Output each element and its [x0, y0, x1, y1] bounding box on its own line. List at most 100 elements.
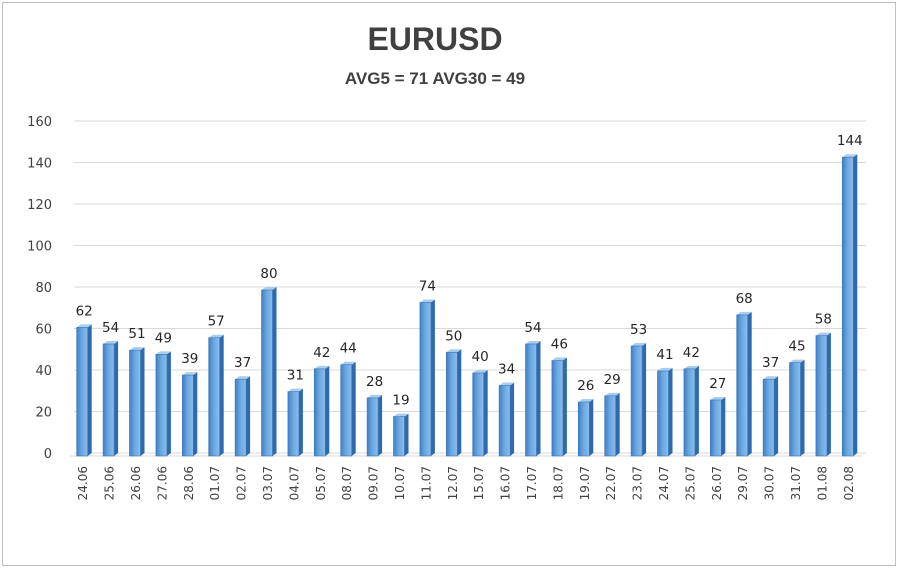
- bar-side: [114, 340, 119, 456]
- bar-front: [604, 395, 617, 457]
- bar-side: [800, 359, 805, 456]
- bar-side: [615, 392, 620, 456]
- y-tick-label: 100: [27, 240, 52, 255]
- data-label: 26: [577, 378, 594, 394]
- data-label: 29: [604, 372, 621, 388]
- bar-front: [155, 354, 168, 457]
- bar: [630, 343, 647, 457]
- x-tick-label: 26.07: [710, 466, 724, 500]
- bar-side: [87, 324, 92, 456]
- bar: [340, 361, 356, 457]
- x-tick-label: 15.07: [472, 466, 486, 500]
- bar-front: [287, 391, 300, 457]
- x-tick-label: 19.07: [578, 466, 592, 500]
- bar-top: [340, 361, 356, 365]
- bar-front: [313, 368, 326, 457]
- bar-side: [562, 357, 567, 456]
- bar-side: [219, 334, 224, 456]
- data-labels: 62 54 51 49 39 57 37 80 31 42 44 28 19 74 50 40 34 54 46 26…: [76, 133, 863, 408]
- bar-front: [261, 289, 273, 457]
- data-label: 53: [630, 322, 647, 338]
- bar-top: [182, 372, 198, 376]
- data-label: 50: [445, 328, 462, 344]
- bar: [577, 399, 594, 457]
- bar-side: [826, 332, 831, 456]
- bar-side: [589, 399, 594, 456]
- bar: [551, 357, 567, 457]
- bar-front: [709, 399, 722, 457]
- bar-top: [842, 154, 858, 158]
- x-tick-label: 29.07: [736, 466, 750, 500]
- data-label: 37: [762, 355, 779, 371]
- bar: [762, 376, 779, 457]
- y-tick-label: 120: [27, 198, 52, 213]
- bar: [313, 365, 330, 457]
- x-tick-label: 11.07: [419, 466, 433, 500]
- bar: [498, 382, 515, 457]
- bar-front: [472, 372, 485, 457]
- x-tick-label: 25.06: [103, 466, 117, 500]
- data-label: 68: [736, 291, 753, 307]
- bar-front: [736, 314, 749, 457]
- bar-side: [853, 154, 858, 456]
- bar-top: [736, 311, 752, 315]
- bar-top: [604, 392, 620, 396]
- bar-front: [841, 156, 854, 457]
- data-label: 49: [155, 330, 172, 346]
- x-tick-label: 16.07: [499, 466, 513, 500]
- bar-top: [499, 382, 515, 386]
- bar-top: [525, 340, 541, 344]
- x-tick-label: 01.07: [208, 466, 222, 500]
- data-label: 42: [683, 345, 700, 361]
- bar-top: [446, 349, 462, 353]
- data-label: 44: [340, 341, 357, 357]
- data-label: 54: [524, 320, 541, 336]
- bar-front: [102, 343, 115, 457]
- bar-front: [577, 401, 590, 457]
- data-label: 57: [208, 314, 225, 330]
- data-label: 42: [313, 345, 330, 361]
- bar-side: [378, 394, 383, 456]
- bar-front: [498, 385, 511, 457]
- bar-side: [642, 343, 647, 456]
- x-tick-label: 03.07: [261, 466, 275, 500]
- chart-subtitle: AVG5 = 71 AVG30 = 49: [345, 69, 525, 88]
- bar-top: [287, 388, 303, 392]
- bar-side: [668, 367, 673, 456]
- bar-side: [510, 382, 515, 456]
- bar-top: [683, 365, 699, 369]
- bar: [789, 359, 805, 457]
- bar: [445, 349, 462, 457]
- bar-side: [325, 365, 330, 456]
- y-tick-label: 140: [27, 157, 52, 172]
- y-tick-label: 60: [35, 323, 52, 338]
- bar: [604, 392, 620, 457]
- x-tick-label: 22.07: [604, 466, 618, 500]
- data-label: 28: [366, 374, 383, 390]
- bar-side: [483, 370, 488, 456]
- bar-side: [747, 311, 752, 456]
- bar-front: [208, 337, 220, 457]
- bar-side: [298, 388, 303, 456]
- bar: [841, 154, 858, 457]
- bar: [525, 340, 541, 457]
- data-label: 80: [260, 266, 277, 282]
- bar: [815, 332, 831, 457]
- bar-side: [404, 413, 409, 456]
- bar-top: [155, 351, 171, 355]
- x-tick-label: 27.06: [155, 466, 169, 500]
- x-tick-label: 10.07: [393, 466, 407, 500]
- bar: [709, 396, 726, 457]
- bar-side: [166, 351, 171, 456]
- bar: [234, 376, 251, 457]
- x-tick-label: 25.07: [683, 466, 697, 500]
- x-tick-label: 17.07: [525, 466, 539, 500]
- bar-top: [208, 334, 224, 338]
- y-tick-label: 0: [44, 447, 52, 462]
- bar: [102, 340, 119, 457]
- y-tick-label: 160: [27, 115, 52, 130]
- x-tick-label: 31.07: [789, 466, 803, 500]
- bar-front: [762, 378, 775, 457]
- x-tick-label: 18.07: [551, 466, 565, 500]
- bar-side: [774, 376, 779, 456]
